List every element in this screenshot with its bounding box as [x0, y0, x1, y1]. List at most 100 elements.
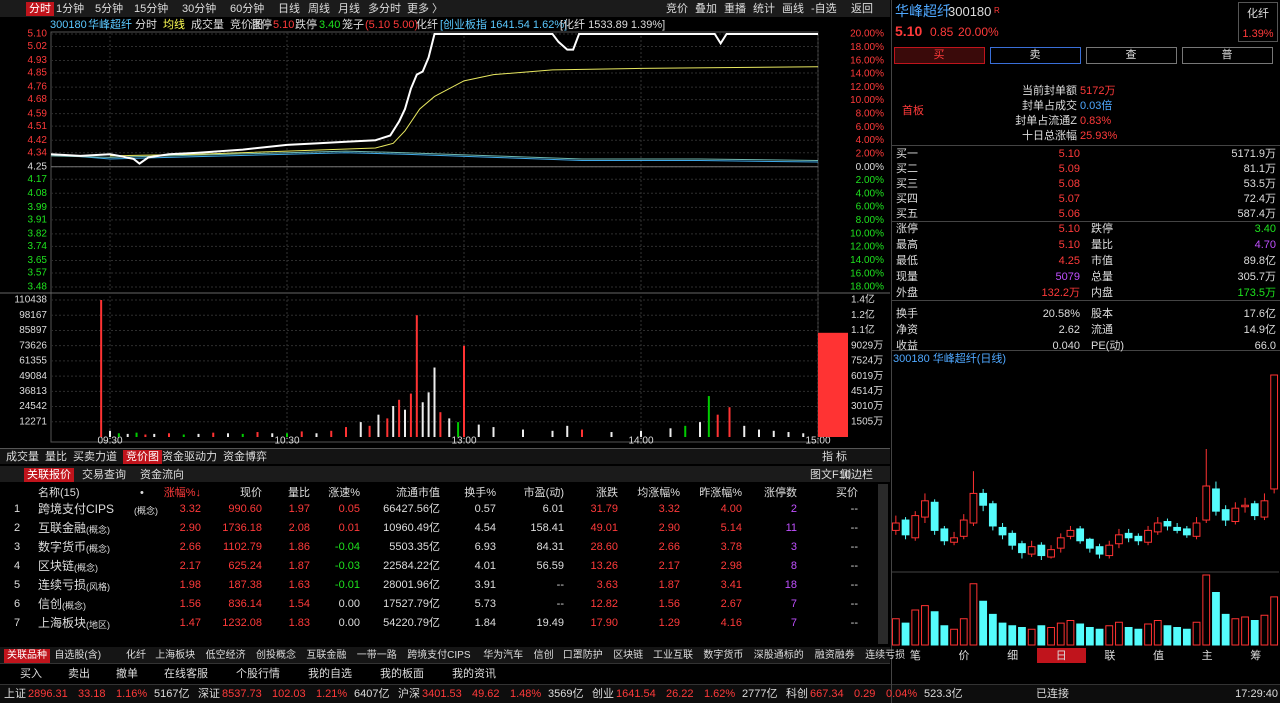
cell: 28.60 — [590, 541, 618, 553]
row-index: 4 — [14, 560, 21, 572]
chart-tab[interactable]: 指 标 — [822, 451, 848, 463]
sector-tab[interactable]: 低空经济 — [205, 650, 246, 661]
chart-option[interactable]: 分时 — [135, 19, 157, 31]
panel-tab[interactable]: 关联报价 — [24, 468, 74, 482]
trade-button[interactable]: 查 — [1125, 49, 1137, 61]
sector-tab[interactable]: 一带一路 — [356, 650, 397, 661]
column-header[interactable]: • — [140, 487, 144, 499]
bottom-tab[interactable]: 联 — [1104, 650, 1116, 662]
column-header[interactable]: 量比 — [288, 487, 310, 499]
y-tick-label: 3.65 — [28, 255, 48, 266]
sector-tab[interactable]: 互联金融 — [306, 650, 347, 661]
panel-tab[interactable]: 交易查询 — [82, 469, 126, 481]
menu-item[interactable]: 30分钟 — [182, 3, 217, 15]
chart-tab[interactable]: 成交量 — [6, 451, 39, 463]
divider — [891, 145, 1280, 146]
stat-value: 4.70 — [1254, 239, 1276, 251]
chart-tab[interactable]: 买卖力道 — [73, 451, 117, 463]
bottom-tab[interactable]: 笔 — [909, 650, 921, 662]
y2-tick-label: 18.00% — [850, 42, 884, 53]
sector-tab[interactable]: 口罩防护 — [562, 650, 603, 661]
sector-tab[interactable]: 数字货币 — [703, 650, 744, 661]
sector-tab[interactable]: 工业互联 — [653, 650, 693, 661]
menu-item[interactable]: 多分时 — [368, 3, 401, 15]
chart-tab[interactable]: 资金驱动力 — [162, 451, 217, 463]
toolbar-button[interactable]: 我的自选 — [308, 668, 352, 680]
trade-button[interactable]: 普 — [1221, 49, 1233, 61]
trade-button[interactable]: 买 — [933, 49, 945, 61]
cell: 5.73 — [474, 598, 496, 610]
menu-item[interactable]: 竞价 — [666, 3, 688, 15]
sector-tab[interactable]: 连续亏损 — [865, 650, 906, 661]
menu-item[interactable]: 统计 — [753, 3, 775, 15]
column-header[interactable]: 换手% — [464, 487, 496, 499]
sector-tab[interactable]: 信创 — [533, 650, 554, 661]
bottom-tab[interactable]: 价 — [958, 650, 970, 662]
bottom-tab[interactable]: 日 — [1055, 650, 1067, 662]
sector-tab[interactable]: 上海板块 — [155, 650, 196, 661]
sector-tab[interactable]: 化纤 — [126, 650, 146, 661]
chart-tab[interactable]: 竞价图 — [123, 450, 162, 464]
sector-tab[interactable]: 创投概念 — [256, 650, 296, 661]
column-header[interactable]: 昨涨幅% — [699, 487, 742, 499]
toolbar-button[interactable]: 买入 — [20, 668, 42, 680]
y2-tick-label: 6.00% — [856, 202, 884, 213]
column-header[interactable]: 均涨幅% — [637, 487, 680, 499]
sector-tab[interactable]: 关联品种 — [4, 649, 50, 663]
menu-item[interactable]: 日线 — [278, 3, 300, 15]
panel-tab[interactable]: 资金流向 — [140, 469, 184, 481]
menu-item[interactable]: 叠加 — [695, 3, 717, 15]
column-header[interactable]: 现价 — [240, 487, 262, 499]
sector-tab[interactable]: 深股通标的 — [753, 650, 804, 661]
toolbar-button[interactable]: 我的资讯 — [452, 668, 496, 680]
bottom-tab[interactable]: 主 — [1201, 650, 1213, 662]
bottom-tab[interactable]: 筹 — [1250, 650, 1262, 662]
toolbar-button[interactable]: 在线客服 — [164, 668, 208, 680]
volume-bar — [117, 433, 120, 437]
sector-tab[interactable]: 融资融券 — [814, 650, 855, 661]
menu-item[interactable]: 画线 — [782, 3, 804, 15]
menu-item[interactable]: 1分钟 — [56, 3, 85, 15]
column-header[interactable]: 名称(15) — [38, 487, 80, 499]
chart-option[interactable]: 竞价图 — [230, 19, 263, 31]
sector-tab[interactable]: 跨境支付CIPS — [407, 650, 471, 661]
menu-item[interactable]: 分时 — [26, 2, 54, 16]
stock-name: 华峰超纤 — [895, 3, 951, 19]
menu-item[interactable]: 月线 — [338, 3, 360, 15]
column-header[interactable]: 市盈(动) — [523, 487, 564, 499]
column-header[interactable]: 涨跌 — [596, 487, 618, 499]
panel-tab[interactable]: 图文F10 — [810, 469, 851, 481]
toolbar-button[interactable]: 我的板面 — [380, 668, 424, 680]
chart-tab[interactable]: 量比 — [45, 451, 67, 463]
kline-body — [1144, 529, 1152, 543]
menu-item[interactable]: 5分钟 — [95, 3, 124, 15]
bottom-tab[interactable]: 值 — [1152, 650, 1164, 662]
sector-tab[interactable]: 自选股(含) — [54, 650, 102, 661]
menu-item[interactable]: -自选 — [811, 3, 837, 15]
column-header[interactable]: 涨速% — [328, 487, 360, 499]
sector-tab[interactable]: 华为汽车 — [483, 650, 524, 661]
volume-bar — [144, 434, 147, 437]
y-tick-label: 4.93 — [28, 55, 48, 66]
column-header[interactable]: 涨幅%↓ — [163, 487, 201, 499]
sector-tab[interactable]: 区块链 — [613, 650, 644, 661]
toolbar-button[interactable]: 个股行情 — [236, 668, 280, 680]
panel-tab[interactable]: 侧边栏 — [840, 469, 873, 481]
chart-option[interactable]: 成交量 — [191, 19, 224, 31]
menu-item[interactable]: 返回 — [851, 3, 873, 15]
menu-item[interactable]: 15分钟 — [134, 3, 169, 15]
menu-item[interactable]: 更多 〉 — [407, 3, 444, 15]
bottom-tab[interactable]: 细 — [1007, 650, 1019, 662]
kline-body — [979, 492, 988, 506]
menu-item[interactable]: 重播 — [724, 3, 746, 15]
chart-option[interactable]: 均线 — [163, 19, 185, 31]
trade-button[interactable]: 卖 — [1029, 49, 1041, 61]
column-header[interactable]: 买价 — [836, 487, 858, 499]
menu-item[interactable]: 60分钟 — [230, 3, 265, 15]
column-header[interactable]: 流通市值 — [396, 487, 440, 499]
toolbar-button[interactable]: 卖出 — [68, 668, 90, 680]
column-header[interactable]: 涨停数 — [764, 487, 797, 499]
menu-item[interactable]: 周线 — [308, 3, 330, 15]
toolbar-button[interactable]: 撤单 — [116, 668, 138, 680]
chart-tab[interactable]: 资金博弈 — [223, 451, 267, 463]
